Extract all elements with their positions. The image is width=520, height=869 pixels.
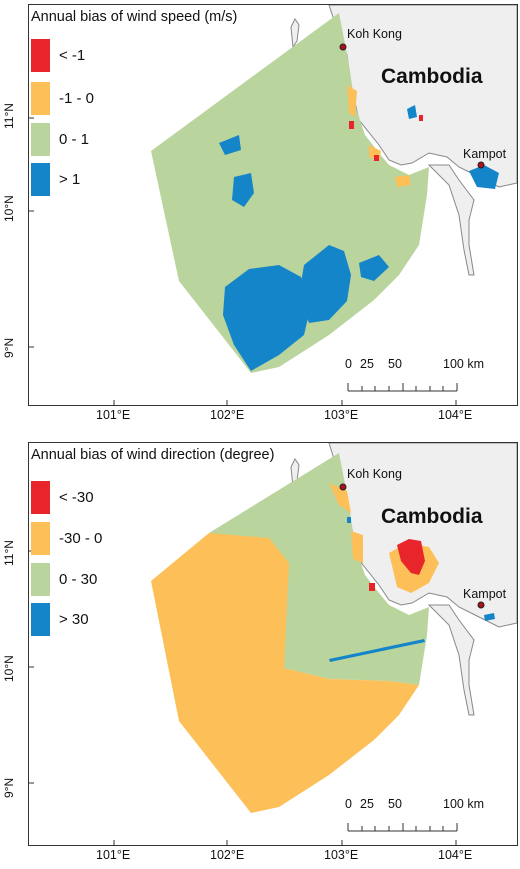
- legend-swatch: [31, 563, 50, 596]
- wind-direction-map-panel: Annual bias of wind direction (degree) <…: [28, 442, 518, 846]
- bias-region-gt-1: [407, 105, 417, 119]
- city-label-kampot: Kampot: [463, 587, 507, 601]
- island: [290, 18, 300, 49]
- legend-item: -30 - 0: [29, 522, 229, 562]
- kampot-marker: [477, 601, 485, 609]
- peninsula: [427, 164, 475, 276]
- legend-item: > 30: [29, 603, 229, 643]
- legend-item: < -30: [29, 481, 229, 521]
- bias-region-minus1-0: [347, 85, 357, 117]
- wind-speed-map-panel: Annual bias of wind speed (m/s) < -1 -1 …: [28, 4, 518, 406]
- legend: Annual bias of wind direction (degree) <…: [29, 447, 275, 636]
- lat-label: 11°N: [2, 540, 16, 566]
- wind-direction-map: [29, 443, 517, 845]
- bias-region-gt-1: [469, 165, 499, 189]
- country-label: Cambodia: [381, 505, 483, 528]
- bias-region-lt-minus1: [349, 121, 354, 129]
- legend-label: > 1: [59, 171, 81, 188]
- graticule-ticks: [29, 117, 457, 405]
- legend-title: Annual bias of wind speed (m/s): [31, 9, 238, 25]
- lat-label: 11°N: [2, 103, 16, 129]
- bias-region-gt-1: [223, 265, 311, 371]
- lon-label: 103°E: [324, 408, 359, 422]
- scale-label: 0: [345, 797, 352, 811]
- lon-label: 104°E: [438, 848, 473, 862]
- scale-label: 100 km: [443, 797, 484, 811]
- bias-region-lt-minus30: [369, 583, 375, 591]
- bias-region-gt-30: [484, 613, 495, 621]
- bias-region-gt-30: [329, 639, 425, 662]
- bias-region-gt-1: [359, 255, 389, 281]
- bias-region-gt-30: [347, 517, 351, 523]
- scale-bar-graphic: [347, 823, 458, 832]
- bias-region-gt-1: [232, 173, 254, 207]
- lon-label: 104°E: [438, 408, 473, 422]
- legend-item: > 1: [29, 163, 229, 203]
- peninsula: [427, 604, 475, 716]
- bias-region-minus30-0: [329, 483, 351, 513]
- legend-label: -30 - 0: [59, 530, 103, 547]
- bias-region-gt-1: [299, 245, 351, 323]
- lat-label: 9°N: [2, 337, 16, 358]
- legend-swatch: [31, 123, 50, 156]
- wind-speed-map: [29, 5, 517, 405]
- bias-region-minus30-0: [151, 533, 419, 813]
- legend-label: < -1: [59, 47, 86, 64]
- bias-region-0-1: [151, 13, 429, 373]
- legend-label: < -30: [59, 489, 94, 506]
- bias-region-lt-minus30: [397, 539, 425, 575]
- legend-swatch: [31, 481, 50, 514]
- scale-label: 50: [388, 357, 402, 371]
- bias-region-minus1-0: [395, 175, 411, 187]
- scale-label: 0: [345, 357, 352, 371]
- legend-label: 0 - 30: [59, 571, 98, 588]
- lat-label: 10°N: [2, 195, 16, 222]
- legend-label: 0 - 1: [59, 131, 90, 148]
- bias-region-lt-minus1: [374, 155, 379, 161]
- legend-item: -1 - 0: [29, 82, 229, 122]
- lon-label: 102°E: [210, 848, 245, 862]
- lon-label: 101°E: [96, 848, 131, 862]
- koh-kong-marker: [339, 483, 347, 491]
- bias-region-0-30: [209, 453, 429, 685]
- legend-title: Annual bias of wind direction (degree): [31, 447, 275, 463]
- lat-label: 10°N: [2, 655, 16, 682]
- lat-label: 9°N: [2, 777, 16, 798]
- city-label-koh-kong: Koh Kong: [347, 27, 402, 41]
- lon-label: 102°E: [210, 408, 245, 422]
- koh-kong-marker: [339, 43, 347, 51]
- scale-label: 25: [360, 357, 374, 371]
- scale-bar-graphic: [347, 383, 458, 392]
- legend-label: -1 - 0: [59, 90, 95, 107]
- kampot-marker: [477, 161, 485, 169]
- legend-swatch: [31, 163, 50, 196]
- bias-region-lt-minus1: [419, 115, 423, 121]
- bias-region-minus30-0: [351, 531, 363, 563]
- bias-region-gt-1: [219, 135, 241, 155]
- legend-swatch: [31, 82, 50, 115]
- city-label-kampot: Kampot: [463, 147, 507, 161]
- scale-label: 25: [360, 797, 374, 811]
- city-label-koh-kong: Koh Kong: [347, 467, 402, 481]
- legend: Annual bias of wind speed (m/s) < -1 -1 …: [29, 9, 238, 196]
- legend-swatch: [31, 39, 50, 72]
- scale-label: 100 km: [443, 357, 484, 371]
- legend-swatch: [31, 603, 50, 636]
- legend-item: 0 - 1: [29, 123, 229, 163]
- lon-label: 103°E: [324, 848, 359, 862]
- legend-swatch: [31, 522, 50, 555]
- graticule-ticks: [29, 550, 457, 845]
- legend-label: > 30: [59, 611, 89, 628]
- country-label: Cambodia: [381, 65, 483, 88]
- legend-item: < -1: [29, 39, 229, 79]
- lon-label: 101°E: [96, 408, 131, 422]
- scale-label: 50: [388, 797, 402, 811]
- legend-item: 0 - 30: [29, 563, 229, 603]
